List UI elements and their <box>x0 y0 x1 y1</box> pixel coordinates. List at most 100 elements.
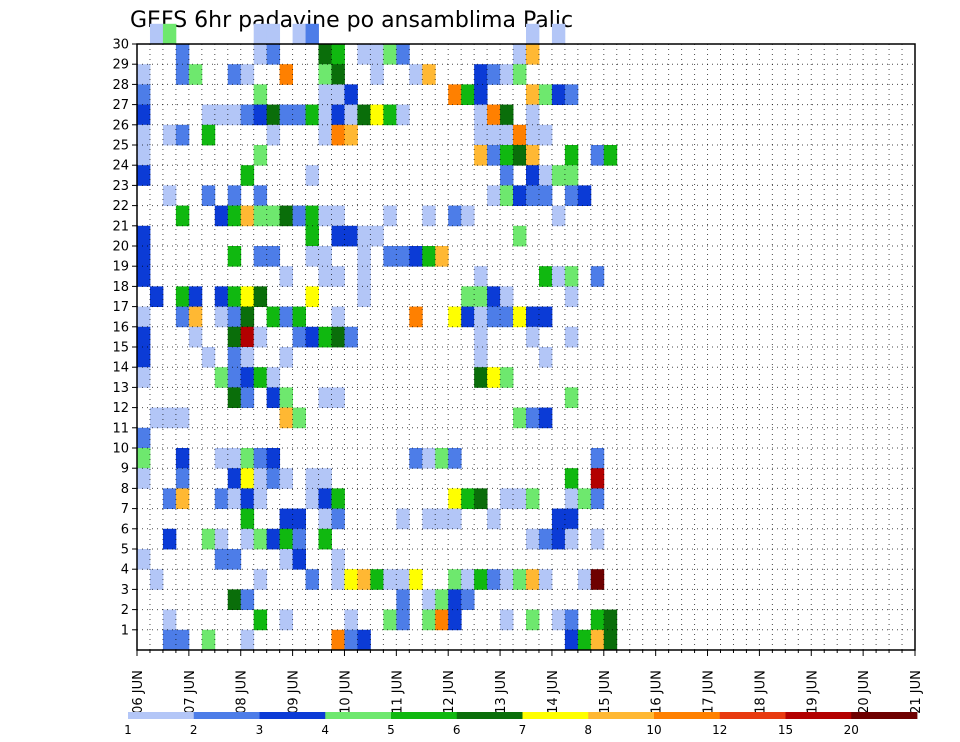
legend-label: 4 <box>321 723 329 737</box>
y-tick-label: 12 <box>112 401 129 416</box>
heatmap-cell <box>422 508 436 530</box>
heatmap-cell <box>448 488 462 509</box>
heatmap-cell <box>227 589 242 610</box>
heatmap-cell <box>137 326 151 348</box>
heatmap-cell <box>526 609 540 631</box>
heatmap-cell <box>175 488 190 509</box>
y-tick-label: 17 <box>112 300 129 315</box>
heatmap-cell <box>227 104 242 126</box>
heatmap-cell <box>474 326 488 348</box>
heatmap-cell <box>137 367 151 388</box>
heatmap-cell <box>201 104 216 126</box>
heatmap-cell <box>526 84 540 105</box>
heatmap-cell <box>538 528 553 550</box>
heatmap-cell <box>474 367 488 388</box>
heatmap-cell <box>214 448 229 469</box>
legend-swatch <box>588 712 655 719</box>
heatmap-cell <box>292 407 306 429</box>
heatmap-cell <box>227 246 242 267</box>
heatmap-cell <box>500 367 514 388</box>
heatmap-cell <box>318 104 332 126</box>
heatmap-cell <box>344 609 358 631</box>
heatmap-cell <box>201 185 216 206</box>
heatmap-cell <box>564 609 579 631</box>
heatmap-cell <box>383 104 397 126</box>
y-axis: 1234567891011121314151617181920212223242… <box>112 38 137 638</box>
x-tick-label: 19 JUN <box>805 670 820 714</box>
y-tick-label: 11 <box>112 421 129 436</box>
heatmap-cell <box>188 64 203 85</box>
heatmap-cell <box>487 367 501 388</box>
heatmap-cell <box>551 205 566 227</box>
heatmap-cell <box>240 306 255 328</box>
heatmap-cell <box>422 589 436 610</box>
heatmap-cell <box>487 508 501 530</box>
heatmap-cell <box>227 549 242 570</box>
heatmap-cell <box>396 246 410 267</box>
heatmap-cell <box>227 448 242 469</box>
heatmap-cell <box>448 84 462 105</box>
heatmap-cell <box>253 528 268 550</box>
heatmap-cell <box>318 468 332 489</box>
legend-swatch <box>851 712 918 719</box>
heatmap-cell <box>487 306 501 328</box>
x-tick-label: 12 JUN <box>442 670 457 714</box>
heatmap-cell <box>318 488 332 509</box>
heatmap-cell <box>175 205 190 227</box>
heatmap-cell <box>513 225 527 247</box>
heatmap-cell <box>474 84 488 105</box>
heatmap-cell <box>253 185 268 206</box>
heatmap-cell <box>564 185 579 206</box>
heatmap-cell <box>137 347 151 368</box>
y-tick-label: 15 <box>112 341 129 356</box>
heatmap-cell <box>422 64 436 85</box>
heatmap-cell <box>227 286 242 307</box>
legend-label: 10 <box>646 723 661 737</box>
legend-label: 15 <box>778 723 793 737</box>
heatmap-cell <box>214 306 229 328</box>
heatmap-cell <box>590 629 605 651</box>
heatmap-cell <box>564 165 579 186</box>
heatmap-cell <box>137 64 151 85</box>
heatmap-cell <box>188 326 203 348</box>
heatmap-cell <box>461 286 475 307</box>
x-tick-label: 07 JUN <box>183 670 198 714</box>
x-tick-label: 10 JUN <box>338 670 353 714</box>
heatmap-cell <box>137 225 151 247</box>
heatmap-cell <box>513 145 527 166</box>
heatmap-cell <box>551 84 566 105</box>
heatmap-cell <box>500 488 514 509</box>
heatmap-cell <box>331 326 345 348</box>
heatmap-cell <box>240 589 255 610</box>
heatmap-cell <box>253 23 268 45</box>
heatmap-cell <box>409 246 423 267</box>
heatmap-cell <box>240 387 255 408</box>
heatmap-cell <box>396 44 410 65</box>
heatmap-cell <box>564 266 579 287</box>
heatmap-cell <box>201 347 216 368</box>
legend-swatch <box>259 712 326 719</box>
heatmap-cell <box>240 326 255 348</box>
heatmap-cell <box>266 448 281 469</box>
heatmap-cell <box>137 84 151 105</box>
y-tick-label: 25 <box>112 139 129 154</box>
heatmap-cell <box>603 609 618 631</box>
y-tick-label: 1 <box>121 623 129 638</box>
heatmap-cell <box>149 23 164 45</box>
heatmap-cell <box>305 569 319 590</box>
heatmap-cell <box>201 124 216 146</box>
heatmap-cell <box>590 569 605 590</box>
y-tick-label: 19 <box>112 260 129 275</box>
heatmap-cell <box>461 84 475 105</box>
x-tick-label: 20 JUN <box>857 670 872 714</box>
heatmap-cell <box>344 84 358 105</box>
heatmap-cell <box>331 569 345 590</box>
heatmap-cell <box>538 124 553 146</box>
heatmap-cell <box>551 528 566 550</box>
heatmap-cell <box>383 569 397 590</box>
heatmap-cell <box>253 104 268 126</box>
heatmap-cell <box>500 286 514 307</box>
heatmap-cell <box>175 629 190 651</box>
heatmap-cell <box>331 44 345 65</box>
heatmap-cell <box>564 528 579 550</box>
